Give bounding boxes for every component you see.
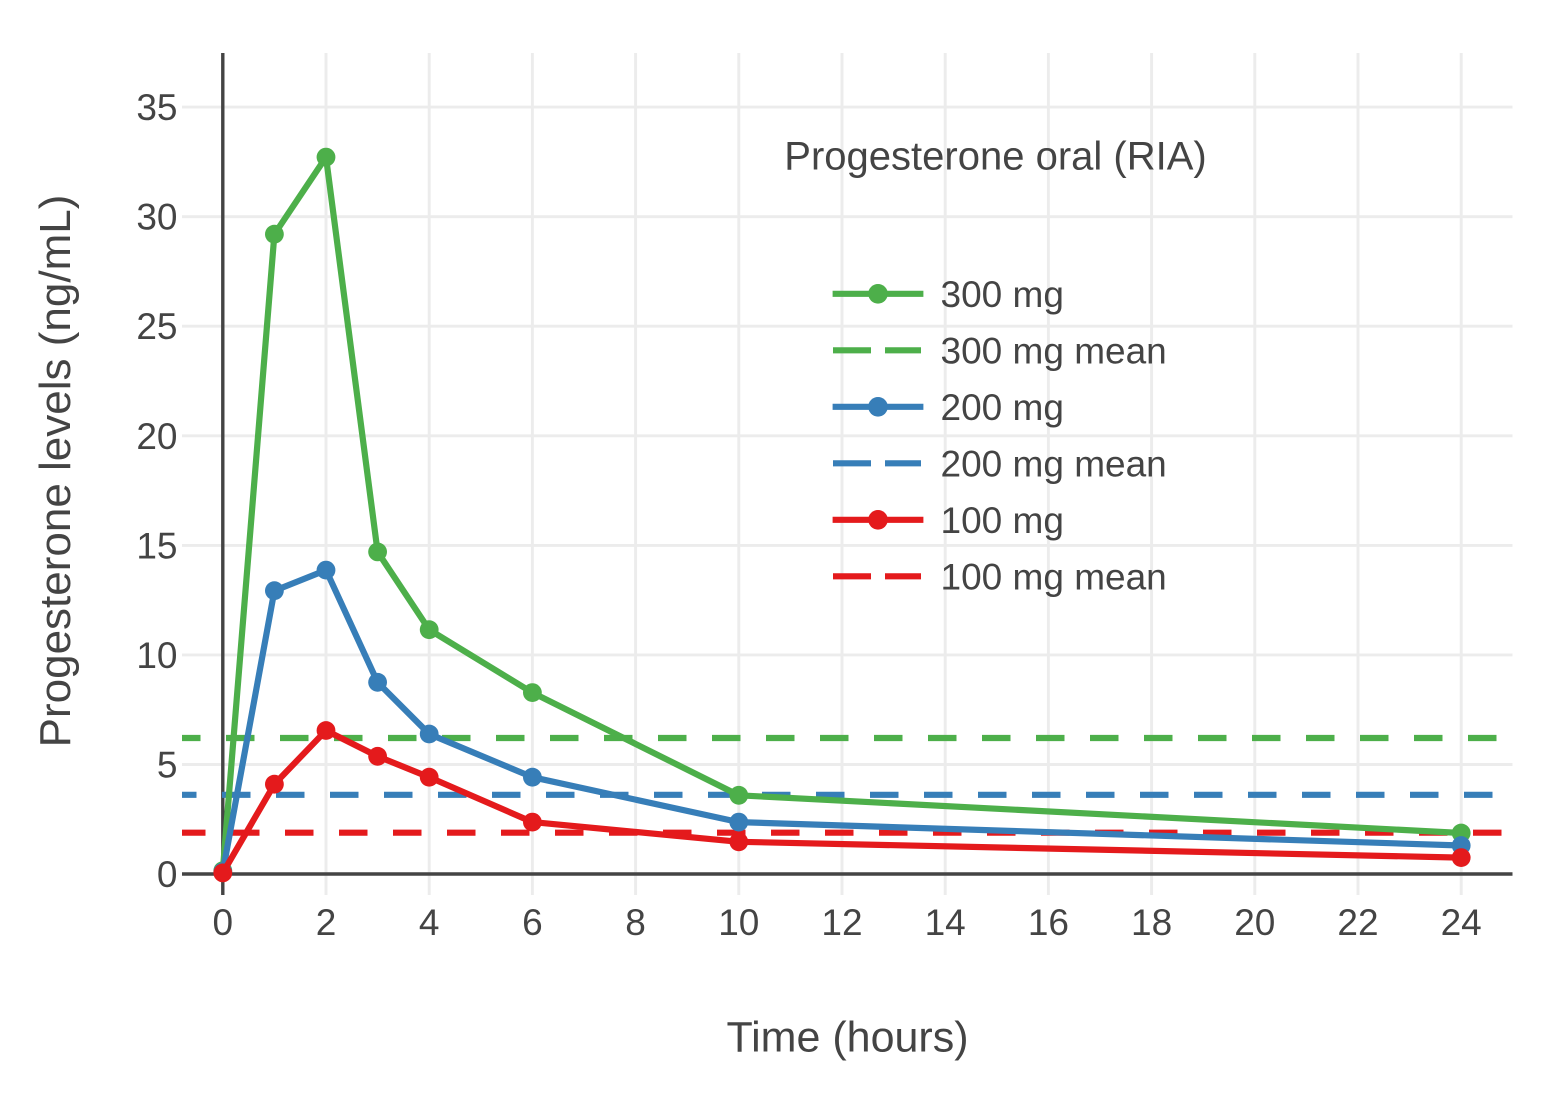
svg-text:8: 8 — [625, 902, 646, 943]
svg-text:22: 22 — [1337, 902, 1378, 943]
svg-text:Progesterone oral (RIA): Progesterone oral (RIA) — [784, 135, 1206, 179]
svg-text:35: 35 — [136, 87, 177, 128]
svg-text:200 mg mean: 200 mg mean — [941, 443, 1167, 484]
svg-text:Time (hours): Time (hours) — [726, 1013, 968, 1061]
svg-text:30: 30 — [136, 197, 177, 238]
svg-text:5: 5 — [157, 745, 178, 786]
svg-text:14: 14 — [925, 902, 966, 943]
svg-text:Progesterone levels (ng/mL): Progesterone levels (ng/mL) — [31, 195, 80, 748]
svg-text:6: 6 — [522, 902, 543, 943]
svg-text:20: 20 — [1234, 902, 1275, 943]
svg-text:10: 10 — [136, 635, 177, 676]
svg-text:300 mg: 300 mg — [941, 274, 1064, 315]
svg-text:20: 20 — [136, 416, 177, 457]
svg-text:100 mg mean: 100 mg mean — [941, 556, 1167, 597]
svg-text:200 mg: 200 mg — [941, 387, 1064, 428]
svg-text:15: 15 — [136, 525, 177, 566]
svg-text:10: 10 — [718, 902, 759, 943]
svg-text:0: 0 — [213, 902, 234, 943]
svg-text:4: 4 — [419, 902, 440, 943]
svg-text:16: 16 — [1028, 902, 1069, 943]
svg-text:300 mg mean: 300 mg mean — [941, 330, 1167, 371]
svg-text:0: 0 — [157, 854, 178, 895]
svg-text:18: 18 — [1131, 902, 1172, 943]
svg-text:100 mg: 100 mg — [941, 500, 1064, 541]
svg-text:25: 25 — [136, 306, 177, 347]
svg-text:24: 24 — [1441, 902, 1482, 943]
svg-text:2: 2 — [316, 902, 337, 943]
svg-text:12: 12 — [821, 902, 862, 943]
